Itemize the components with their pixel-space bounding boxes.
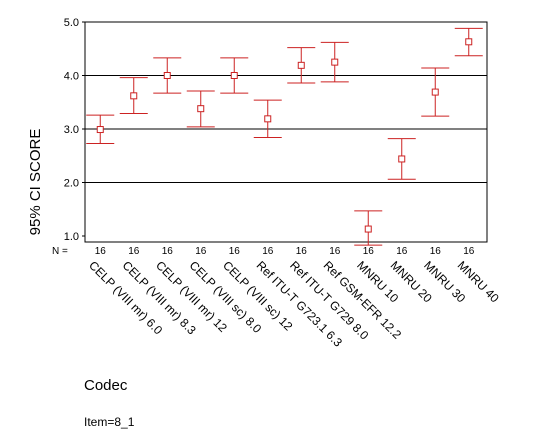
y-axis-ticks: 1.0 2.0 3.0 4.0 5.0	[64, 17, 85, 243]
mean-marker	[331, 58, 339, 66]
n-value: 16	[162, 246, 174, 257]
n-value: 16	[128, 246, 140, 257]
mean-marker	[163, 72, 171, 79]
n-value: 16	[396, 246, 408, 257]
gridlines	[85, 75, 487, 183]
y-tick-label: 4.0	[64, 71, 79, 83]
mean-marker	[431, 88, 439, 96]
n-value: 16	[363, 246, 375, 257]
mean-marker	[197, 105, 205, 113]
n-value: 16	[262, 246, 274, 257]
y-tick-label: 3.0	[64, 124, 79, 136]
n-value: 16	[195, 246, 207, 257]
n-row: N = 16 16 16 16 16 16 16 16 16 16 16 16	[52, 246, 475, 257]
mean-marker	[130, 92, 138, 100]
n-value: 16	[229, 246, 241, 257]
n-value: 16	[95, 246, 107, 257]
mean-marker	[230, 72, 238, 79]
mean-marker	[398, 155, 406, 163]
mean-marker	[297, 61, 305, 69]
x-axis-title: Codec	[84, 377, 128, 394]
n-value: 16	[430, 246, 442, 257]
y-tick-label: 1.0	[64, 231, 79, 243]
data-marks	[86, 27, 483, 246]
mean-marker	[96, 126, 104, 134]
footnote: Item=8_1	[84, 415, 135, 429]
n-value: 16	[463, 246, 475, 257]
y-axis-label: 95% CI SCORE	[27, 129, 44, 236]
mean-marker	[264, 115, 272, 123]
n-value: 16	[329, 246, 341, 257]
n-row-label: N =	[52, 246, 68, 257]
plot-frame	[84, 21, 488, 243]
y-tick-label: 2.0	[64, 178, 79, 190]
y-tick-label: 5.0	[64, 17, 79, 29]
mean-marker	[364, 225, 372, 233]
n-value: 16	[296, 246, 308, 257]
mean-marker	[465, 38, 473, 46]
